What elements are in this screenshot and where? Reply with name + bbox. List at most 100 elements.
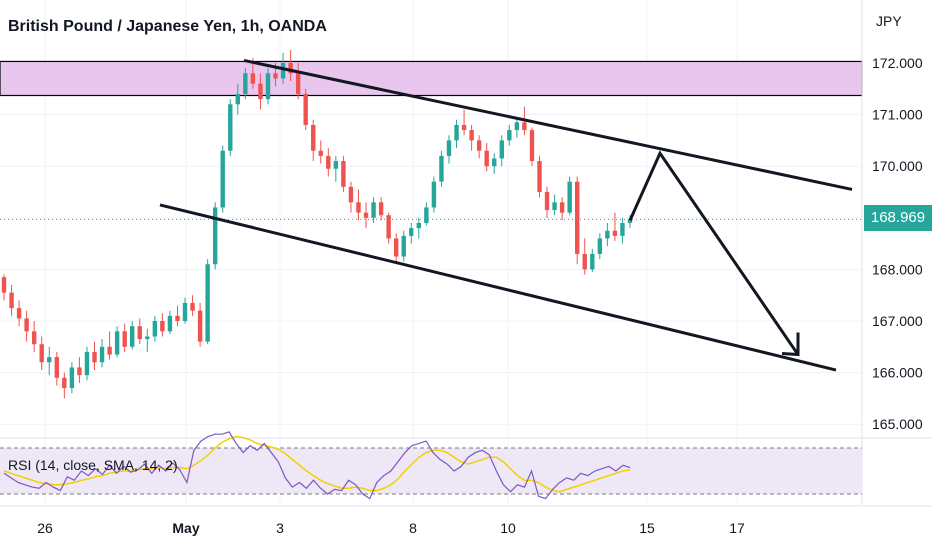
rsi-ma-line	[3, 435, 631, 493]
currency-label: JPY	[876, 13, 902, 29]
candle-body	[469, 130, 474, 141]
candle-body	[39, 344, 44, 363]
candle-body	[250, 73, 256, 84]
candle-body	[228, 104, 233, 151]
candle-body	[575, 181, 580, 254]
candle-body	[92, 351, 97, 363]
candle-body	[47, 357, 52, 363]
candle-body	[84, 351, 90, 376]
candle-body	[280, 63, 286, 79]
candle-body	[454, 124, 459, 141]
candle-body	[499, 140, 504, 159]
candle-body	[99, 346, 105, 363]
candle-body	[386, 215, 391, 239]
candle-body	[529, 130, 535, 162]
time-tick-label: 3	[276, 520, 284, 536]
candle-body	[393, 238, 399, 257]
candle-body	[522, 122, 527, 131]
candle-body	[484, 150, 489, 167]
candle-body	[582, 253, 587, 270]
candle-body	[476, 140, 482, 151]
candle-body	[356, 202, 361, 213]
price-tick-label: 171.000	[872, 107, 923, 123]
candle-body	[424, 207, 429, 223]
candle-body	[182, 302, 188, 321]
candle-body	[303, 93, 308, 125]
time-axis[interactable]: 26 May 3 8 10 15 17	[37, 520, 745, 536]
candle-body	[167, 315, 173, 332]
rsi-band	[0, 448, 862, 494]
candle-body	[326, 155, 331, 169]
candle-body	[130, 326, 135, 347]
candle-body	[265, 73, 271, 100]
time-tick-label: May	[172, 520, 199, 536]
candle-body	[597, 238, 603, 254]
candle-body	[409, 228, 414, 236]
candle-body	[605, 230, 610, 239]
candle-body	[62, 377, 67, 389]
price-tick-label: 168.000	[872, 261, 923, 277]
channel-upper-line	[243, 58, 853, 191]
arrow-head-icon	[781, 332, 800, 357]
candle-body	[341, 161, 346, 187]
candle-body	[235, 93, 241, 105]
candle-body	[567, 181, 572, 213]
candle-body	[122, 331, 127, 347]
candle-body	[137, 326, 142, 340]
candle-body	[175, 315, 180, 321]
candle-body	[507, 130, 512, 141]
candle-body	[243, 73, 248, 94]
last-price-tag: 168.969	[864, 205, 932, 231]
candle-body	[54, 357, 59, 378]
candle-body	[378, 202, 384, 216]
candle-body	[318, 150, 323, 156]
candle-body	[559, 202, 565, 213]
candle-body	[273, 73, 278, 79]
candle-body	[258, 83, 263, 100]
time-tick-label: 15	[639, 520, 655, 536]
price-axis[interactable]: 172.000171.000170.000169.000168.000167.0…	[872, 55, 923, 432]
candle-body	[446, 140, 452, 156]
candle-body	[627, 219, 633, 223]
time-tick-label: 26	[37, 520, 53, 536]
candle-body	[160, 321, 165, 332]
candle-body	[9, 292, 14, 309]
candle-body	[107, 346, 112, 355]
rsi-indicator-label[interactable]: RSI (14, close, SMA, 14, 2)	[8, 457, 178, 473]
candle-body	[333, 161, 339, 169]
forecast-path	[628, 150, 800, 356]
candle-body	[363, 212, 369, 218]
price-tick-label: 172.000	[872, 55, 923, 71]
candle-body	[295, 73, 301, 94]
time-tick-label: 8	[409, 520, 417, 536]
channel-lower-line	[159, 203, 837, 372]
candle-body	[311, 124, 316, 151]
candle-body	[212, 207, 218, 265]
candle-body	[416, 222, 422, 229]
price-tick-label: 170.000	[872, 158, 923, 174]
candle-body	[544, 192, 550, 211]
candle-body	[620, 222, 625, 236]
candle-body	[190, 302, 195, 311]
candle-body	[152, 321, 158, 337]
candle-body	[114, 331, 120, 355]
resistance-zone	[0, 60, 863, 97]
candle-body	[31, 331, 37, 345]
time-tick-label: 17	[729, 520, 745, 536]
price-tick-label: 165.000	[872, 416, 923, 432]
candle-body	[590, 253, 595, 270]
price-tick-label: 167.000	[872, 313, 923, 329]
candle-body	[77, 367, 82, 376]
candle-body	[401, 235, 406, 257]
candle-body	[1, 277, 7, 293]
candle-body	[69, 367, 75, 389]
candle-body	[371, 202, 376, 218]
price-tick-label: 166.000	[872, 365, 923, 381]
candle-body	[348, 186, 354, 203]
candle-body	[461, 124, 467, 131]
time-tick-label: 10	[500, 520, 516, 536]
candle-body	[220, 150, 225, 208]
candle-body	[431, 181, 437, 208]
candle-body	[552, 202, 557, 211]
